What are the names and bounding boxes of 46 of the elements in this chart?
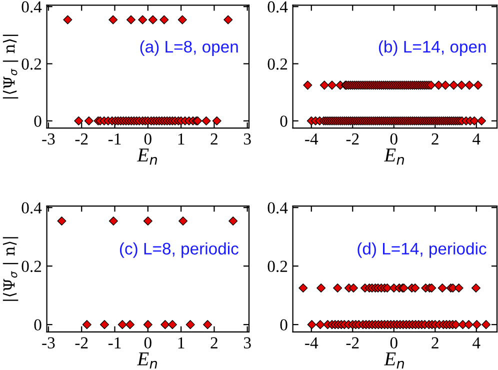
y-tick-label: 0.2	[268, 260, 288, 272]
x-tick-label: -3	[42, 337, 55, 348]
x-tick-label: 4	[472, 133, 480, 144]
y-tick-label: 0.4	[268, 1, 288, 13]
y-tick-label: 0	[34, 116, 42, 127]
y-axis-title: |⟨Ψ$_{σ}$ | n⟩|	[2, 34, 18, 98]
x-tick-label: 2	[432, 133, 438, 144]
x-tick-label: 1	[178, 133, 184, 144]
annotation: (d) L=14, periodic	[358, 242, 486, 258]
y-tick-label: 0.4	[22, 202, 42, 214]
y-tick-label: 0.2	[268, 58, 288, 70]
x-tick-label: 1	[178, 337, 184, 348]
x-tick-label: -1	[108, 337, 121, 348]
y-tick-label: 0.4	[22, 1, 42, 13]
x-tick-label: 0	[144, 133, 152, 145]
y-tick-label: 0	[34, 319, 42, 331]
x-tick-label: 2	[210, 337, 218, 348]
y-tick-label: 0	[280, 116, 288, 127]
y-axis-title: |⟨Ψ$_{σ}$ | n⟩|	[2, 237, 18, 301]
y-tick-label: 0.2	[22, 260, 42, 272]
x-axis-title: E$_{n}$	[136, 148, 157, 165]
y-tick-label: 0	[280, 319, 288, 331]
x-tick-label: 0	[390, 133, 398, 145]
x-tick-label: 0	[390, 337, 398, 348]
x-tick-label: 3	[244, 337, 251, 348]
x-tick-label: 2	[432, 337, 438, 348]
x-axis-title: E$_{n}$	[136, 352, 157, 368]
x-tick-label: -2	[346, 133, 359, 144]
x-tick-label: -4	[305, 133, 318, 144]
x-tick-label: -3	[42, 133, 55, 145]
x-tick-label: 2	[210, 133, 218, 144]
x-tick-label: -2	[75, 133, 88, 144]
annotation: (c) L=8, periodic	[120, 242, 238, 258]
x-axis-title: E$_{n}$	[384, 352, 404, 368]
x-tick-label: 3	[244, 133, 251, 145]
x-tick-label: -4	[305, 337, 318, 348]
x-tick-label: 0	[144, 337, 152, 348]
x-tick-label: -2	[75, 337, 88, 348]
x-tick-label: -1	[108, 133, 121, 144]
x-axis-title: E$_{n}$	[384, 148, 404, 165]
annotation: (a) L=8, open	[140, 40, 238, 56]
y-tick-label: 0.2	[22, 58, 42, 70]
x-tick-label: -2	[346, 337, 359, 348]
annotation: (b) L=14, open	[378, 40, 486, 56]
x-tick-label: 4	[472, 337, 480, 348]
y-tick-label: 0.4	[268, 202, 288, 214]
